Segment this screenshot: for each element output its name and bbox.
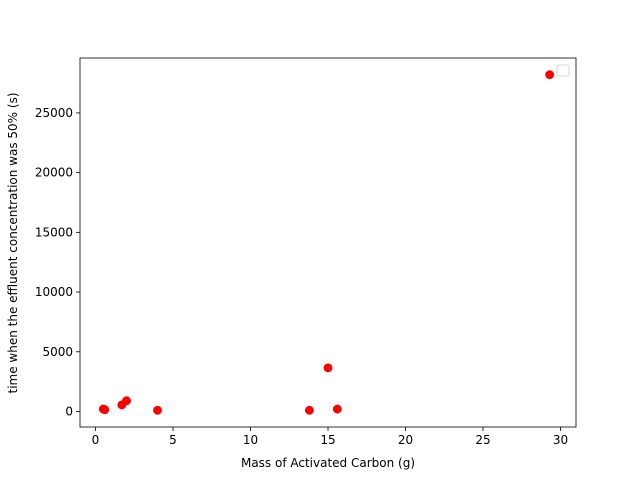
y-tick-label: 20000 — [35, 166, 73, 180]
legend-box — [556, 64, 570, 77]
plot-area: 0 5 10 15 20 25 30 0 5000 10000 15000 20000 25000 — [35, 57, 577, 447]
x-tick-label: 20 — [398, 433, 413, 447]
y-tick-label: 25000 — [35, 106, 73, 120]
x-axis-label: Mass of Activated Carbon (g) — [241, 456, 415, 470]
data-point — [332, 404, 342, 414]
axes-frame — [79, 57, 577, 428]
x-tick-label: 5 — [169, 433, 177, 447]
x-tick-label: 25 — [475, 433, 490, 447]
x-tick-label: 30 — [553, 433, 568, 447]
x-tick-label: 0 — [92, 433, 100, 447]
y-tick-label: 5000 — [42, 345, 73, 359]
x-tick-label: 15 — [320, 433, 335, 447]
y-tick-label: 15000 — [35, 225, 73, 239]
y-tick-label: 0 — [65, 404, 73, 418]
y-axis-label: time when the effluent concentration was… — [6, 92, 20, 393]
data-point — [545, 70, 555, 80]
data-point — [122, 396, 131, 406]
legend — [556, 64, 570, 77]
data-point — [100, 405, 110, 415]
data-point — [304, 405, 314, 415]
x-tick-label: 10 — [243, 433, 258, 447]
data-point — [153, 405, 162, 415]
y-tick-label: 10000 — [35, 285, 73, 299]
data-point — [323, 363, 333, 373]
